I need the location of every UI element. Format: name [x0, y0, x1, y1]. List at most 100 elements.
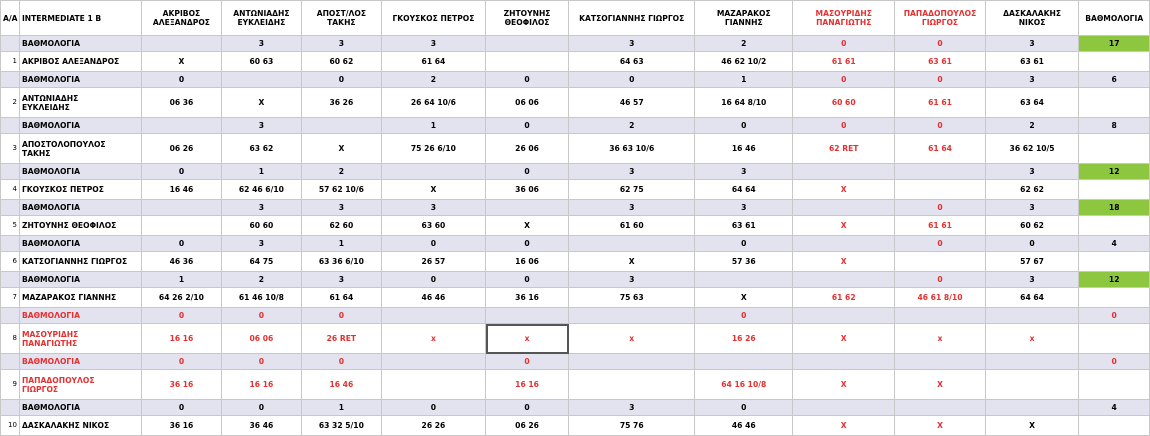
score-cell[interactable]: 1: [694, 71, 794, 88]
result-cell[interactable]: X: [792, 323, 896, 354]
result-cell[interactable]: x: [380, 323, 487, 354]
result-cell[interactable]: x: [894, 323, 986, 354]
row-number-cell[interactable]: [0, 271, 20, 288]
total-cell[interactable]: [1078, 369, 1150, 400]
score-cell[interactable]: 0: [140, 163, 222, 180]
result-cell[interactable]: 57 36: [694, 251, 794, 272]
result-cell[interactable]: 63 32 5/10: [300, 415, 382, 436]
result-cell[interactable]: 16 26: [694, 323, 794, 354]
score-cell[interactable]: 0: [894, 35, 986, 52]
score-label-cell[interactable]: ΒΑΘΜΟΛΟΓΙΑ: [18, 399, 142, 416]
score-cell[interactable]: 0: [300, 71, 382, 88]
result-cell[interactable]: 60 62: [984, 215, 1080, 236]
result-cell[interactable]: x: [484, 323, 570, 354]
player-name-cell[interactable]: ΜΑΣΟΥΡΙΔΗΣ ΠΑΝΑΓΙΩΤΗΣ: [18, 323, 142, 354]
score-cell[interactable]: [792, 271, 896, 288]
score-cell[interactable]: 2: [984, 117, 1080, 134]
score-cell[interactable]: 1: [140, 271, 222, 288]
result-cell[interactable]: 75 76: [568, 415, 696, 436]
result-cell[interactable]: 46 36: [140, 251, 222, 272]
score-cell[interactable]: 0: [484, 271, 570, 288]
result-cell[interactable]: 61 46 10/8: [220, 287, 302, 308]
score-cell[interactable]: [894, 307, 986, 324]
result-cell[interactable]: x: [568, 323, 696, 354]
result-cell[interactable]: 36 63 10/6: [568, 133, 696, 164]
result-cell[interactable]: 57 67: [984, 251, 1080, 272]
result-cell[interactable]: 46 62 10/2: [694, 51, 794, 72]
result-cell[interactable]: X: [792, 215, 896, 236]
total-cell[interactable]: 12: [1078, 271, 1150, 288]
result-cell[interactable]: 36 16: [484, 287, 570, 308]
score-cell[interactable]: 0: [894, 235, 986, 252]
result-cell[interactable]: 16 46: [694, 133, 794, 164]
score-cell[interactable]: 0: [140, 235, 222, 252]
score-label-cell[interactable]: ΒΑΘΜΟΛΟΓΙΑ: [18, 271, 142, 288]
result-cell[interactable]: 62 75: [568, 179, 696, 200]
player-name-cell[interactable]: ΑΠΟΣΤΟΛΟΠΟΥΛΟΣ ΤΑΚΗΣ: [18, 133, 142, 164]
score-cell[interactable]: [984, 399, 1080, 416]
result-cell[interactable]: 62 60: [300, 215, 382, 236]
score-cell[interactable]: 0: [300, 307, 382, 324]
row-number-cell[interactable]: 10: [0, 415, 20, 436]
result-cell[interactable]: 75 26 6/10: [380, 133, 487, 164]
result-cell[interactable]: [140, 215, 222, 236]
total-cell[interactable]: [1078, 251, 1150, 272]
row-number-cell[interactable]: 9: [0, 369, 20, 400]
group-title-cell[interactable]: INTERMEDIATE 1 B: [18, 0, 142, 36]
result-cell[interactable]: 60 62: [300, 51, 382, 72]
score-cell[interactable]: [380, 307, 487, 324]
score-cell[interactable]: 3: [568, 199, 696, 216]
result-cell[interactable]: X: [484, 215, 570, 236]
score-cell[interactable]: 3: [220, 235, 302, 252]
score-cell[interactable]: 0: [484, 117, 570, 134]
score-cell[interactable]: 0: [792, 117, 896, 134]
score-cell[interactable]: [380, 353, 487, 370]
score-label-cell[interactable]: ΒΑΘΜΟΛΟΓΙΑ: [18, 235, 142, 252]
result-cell[interactable]: 46 46: [694, 415, 794, 436]
total-cell[interactable]: 12: [1078, 163, 1150, 180]
score-cell[interactable]: 0: [484, 399, 570, 416]
score-label-cell[interactable]: ΒΑΘΜΟΛΟΓΙΑ: [18, 163, 142, 180]
score-cell[interactable]: 0: [694, 117, 794, 134]
result-cell[interactable]: 60 60: [220, 215, 302, 236]
score-cell[interactable]: [792, 163, 896, 180]
score-cell[interactable]: 3: [380, 35, 487, 52]
result-cell[interactable]: X: [300, 133, 382, 164]
total-cell[interactable]: [1078, 51, 1150, 72]
result-cell[interactable]: 36 46: [220, 415, 302, 436]
score-cell[interactable]: 3: [568, 399, 696, 416]
result-cell[interactable]: 46 46: [380, 287, 487, 308]
score-cell[interactable]: 0: [220, 307, 302, 324]
result-cell[interactable]: 06 26: [484, 415, 570, 436]
score-cell[interactable]: [894, 353, 986, 370]
row-number-cell[interactable]: 4: [0, 179, 20, 200]
score-cell[interactable]: [894, 163, 986, 180]
result-cell[interactable]: 36 62 10/5: [984, 133, 1080, 164]
score-cell[interactable]: [792, 399, 896, 416]
score-cell[interactable]: 0: [484, 163, 570, 180]
score-cell[interactable]: 3: [568, 163, 696, 180]
score-cell[interactable]: 0: [484, 353, 570, 370]
score-cell[interactable]: 3: [300, 35, 382, 52]
score-cell[interactable]: [484, 35, 570, 52]
result-cell[interactable]: [984, 369, 1080, 400]
result-cell[interactable]: X: [568, 251, 696, 272]
result-cell[interactable]: 62 46 6/10: [220, 179, 302, 200]
score-cell[interactable]: 0: [568, 71, 696, 88]
result-cell[interactable]: X: [140, 51, 222, 72]
score-label-cell[interactable]: ΒΑΘΜΟΛΟΓΙΑ: [18, 117, 142, 134]
result-cell[interactable]: 64 64: [694, 179, 794, 200]
result-cell[interactable]: [380, 369, 487, 400]
row-number-cell[interactable]: [0, 307, 20, 324]
score-cell[interactable]: 0: [220, 399, 302, 416]
result-cell[interactable]: 06 26: [140, 133, 222, 164]
header-player-3[interactable]: ΑΠΟΣΤ/ΛΟΣ ΤΑΚΗΣ: [300, 0, 382, 36]
row-number-cell[interactable]: [0, 71, 20, 88]
score-cell[interactable]: 2: [220, 271, 302, 288]
total-cell[interactable]: [1078, 179, 1150, 200]
result-cell[interactable]: [484, 51, 570, 72]
score-cell[interactable]: [568, 307, 696, 324]
score-cell[interactable]: 3: [984, 163, 1080, 180]
result-cell[interactable]: 60 60: [792, 87, 896, 118]
score-cell[interactable]: 3: [568, 35, 696, 52]
